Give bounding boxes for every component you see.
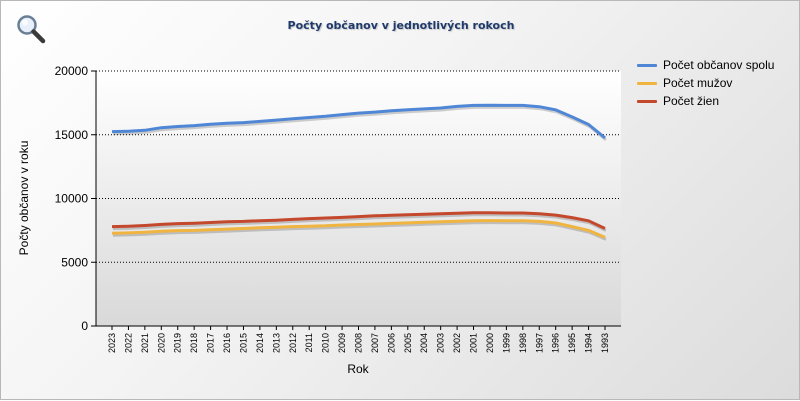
y-axis-title: Počty občanov v roku (17, 141, 31, 256)
x-tick-label: 2007 (370, 333, 380, 353)
x-tick-label: 2018 (189, 333, 199, 353)
x-tick-label: 2009 (337, 333, 347, 353)
legend-item: Počet mužov (637, 74, 774, 92)
series-line-3 (111, 211, 606, 230)
series-line-shadow (112, 105, 607, 142)
x-tick-label: 1998 (518, 333, 528, 353)
y-axis: 0 5000 10000 15000 20000 (55, 64, 96, 333)
x-tick-label: 2003 (436, 333, 446, 353)
x-tick-label: 2016 (222, 333, 232, 353)
series-line-1 (111, 103, 606, 140)
x-tick-label: 2019 (173, 333, 183, 353)
x-tick-label: 2013 (271, 333, 281, 353)
x-tick-label: 2005 (403, 333, 413, 353)
x-tick-label: 2006 (386, 333, 396, 353)
y-tick-label: 0 (81, 319, 88, 333)
series-lines (111, 103, 607, 241)
legend-swatch (637, 81, 657, 85)
x-tick-label: 1995 (567, 333, 577, 353)
legend-label: Počet mužov (663, 76, 733, 90)
legend-label: Počet žien (663, 94, 720, 108)
x-axis-title: Rok (347, 362, 369, 376)
y-tick-label: 5000 (61, 255, 88, 269)
x-tick-label: 2022 (123, 333, 133, 353)
x-tick-label: 1993 (600, 333, 610, 353)
x-tick-label: 1994 (584, 333, 594, 353)
legend-swatch (637, 99, 657, 103)
x-tick-label: 1996 (551, 333, 561, 353)
x-tick-label: 1997 (534, 333, 544, 353)
grid-lines (96, 70, 621, 263)
y-tick-label: 20000 (55, 64, 89, 78)
chart-title: Počty občanov v jednotlivých rokoch (287, 19, 515, 32)
x-tick-label: 2020 (156, 333, 166, 353)
legend-label: Počet občanov spolu (663, 58, 775, 72)
x-tick-label: 2017 (206, 333, 216, 353)
x-tick-label: 2001 (469, 333, 479, 353)
x-tick-label: 2004 (419, 333, 429, 353)
series-line-shadow (112, 213, 607, 232)
x-tick-label: 2008 (354, 333, 364, 353)
x-axis: 2023 2022 2021 2020 2019 2018 2017 2016 2015 2014… (107, 326, 610, 353)
y-tick-label: 10000 (55, 192, 89, 206)
x-tick-label: 2012 (288, 333, 298, 353)
x-tick-label: 2023 (107, 333, 117, 353)
magnifier-icon[interactable] (15, 13, 47, 45)
x-tick-label: 2015 (238, 333, 248, 353)
x-tick-label: 2011 (304, 333, 314, 352)
x-tick-label: 2014 (255, 333, 265, 353)
x-tick-label: 2021 (140, 333, 150, 353)
legend-swatch (637, 63, 657, 67)
x-tick-label: 2002 (452, 333, 462, 353)
legend-item: Počet žien (637, 92, 774, 110)
series-line-shadow (112, 221, 607, 241)
x-tick-label: 2010 (321, 333, 331, 353)
y-tick-label: 15000 (55, 128, 89, 142)
x-tick-label: 2000 (485, 333, 495, 353)
series-line-2 (111, 219, 606, 239)
x-tick-label: 1999 (501, 333, 511, 353)
legend: Počet občanov spolu Počet mužov Počet žien (637, 56, 774, 110)
legend-item: Počet občanov spolu (637, 56, 774, 74)
